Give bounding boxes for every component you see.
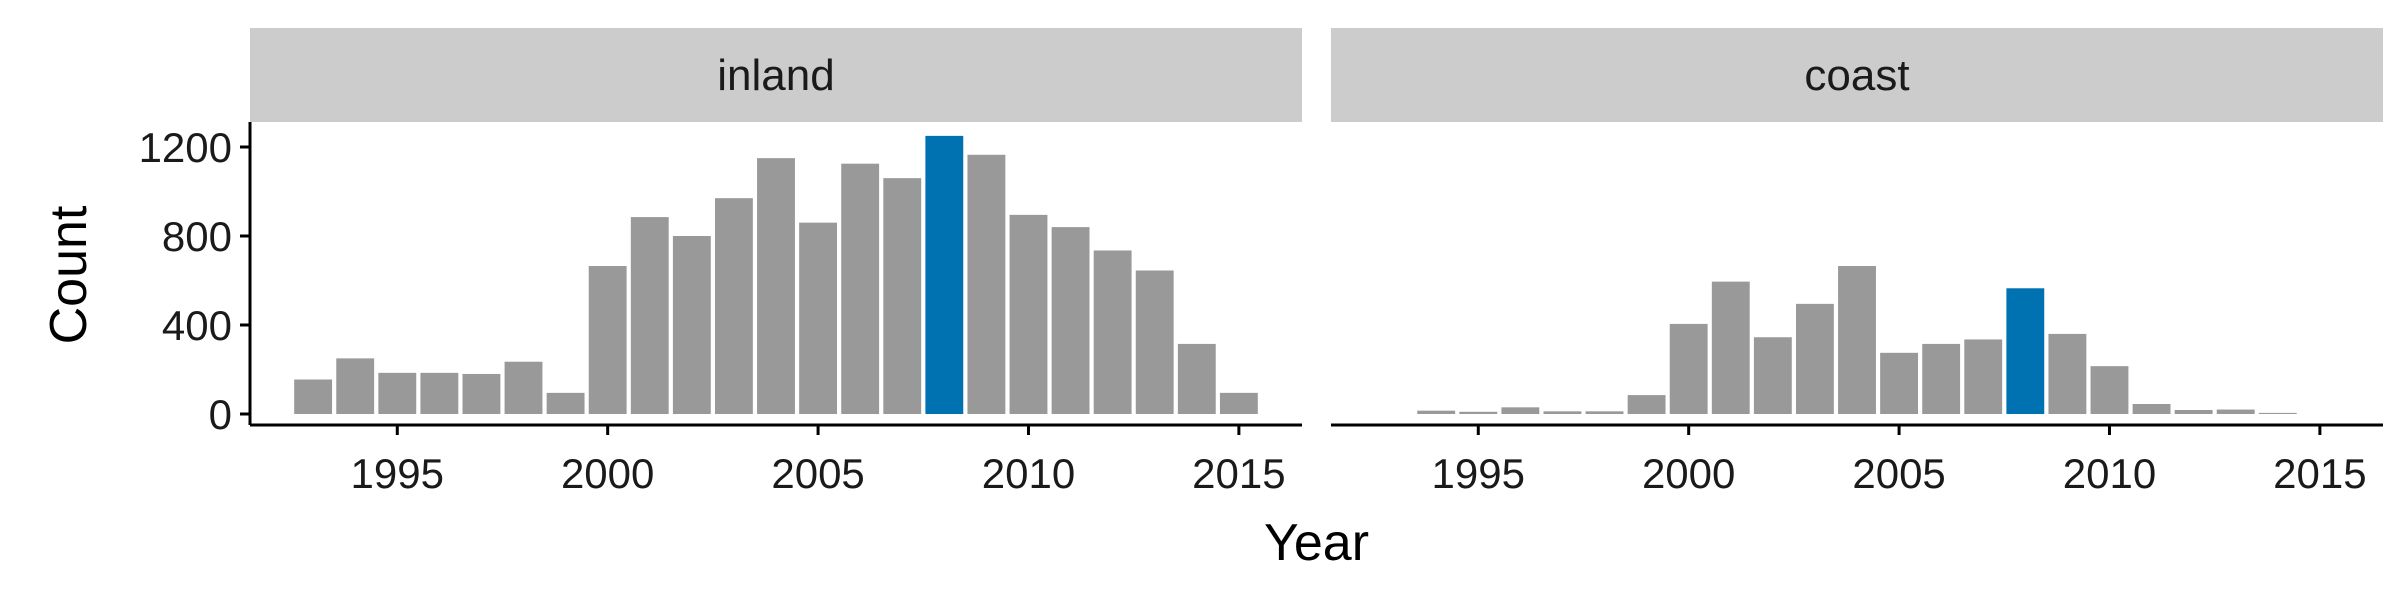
bar-inland-2008: [925, 135, 964, 414]
bar-inland-2006: [841, 163, 880, 414]
bar-coast-2005: [1880, 352, 1919, 414]
bar-inland-2015: [1219, 392, 1258, 414]
bar-coast-2009: [2048, 333, 2087, 414]
bar-coast-2003: [1795, 303, 1834, 414]
bar-inland-2013: [1135, 270, 1174, 414]
bar-coast-1997: [1543, 411, 1582, 414]
bar-inland-2003: [714, 198, 753, 414]
x-tick-label-inland-2010: 2010: [982, 450, 1075, 497]
bar-coast-1998: [1585, 411, 1624, 414]
bar-inland-1994: [336, 358, 375, 414]
bar-coast-1996: [1501, 407, 1540, 414]
bar-coast-2000: [1669, 323, 1708, 414]
bar-coast-1994: [1417, 410, 1456, 414]
x-tick-label-coast-2005: 2005: [1852, 450, 1945, 497]
bar-inland-1993: [294, 379, 333, 414]
bar-inland-1995: [378, 372, 417, 414]
bar-coast-2012: [2174, 409, 2213, 414]
facet-label-inland: inland: [717, 51, 834, 100]
bar-inland-2000: [588, 266, 627, 414]
x-tick-label-coast-2000: 2000: [1642, 450, 1735, 497]
y-tick-label-800: 800: [162, 213, 232, 260]
bar-inland-1996: [420, 372, 459, 414]
bar-inland-2011: [1051, 227, 1090, 414]
bar-coast-2004: [1838, 266, 1876, 414]
bar-inland-1997: [462, 373, 501, 414]
facet-strip-inland: [250, 28, 1302, 122]
x-tick-label-inland-2005: 2005: [771, 450, 864, 497]
bar-inland-2010: [1009, 214, 1048, 414]
x-tick-label-coast-2010: 2010: [2063, 450, 2156, 497]
y-tick-label-1200: 1200: [139, 124, 232, 171]
bar-coast-2001: [1711, 281, 1750, 414]
bar-inland-2014: [1177, 343, 1216, 414]
bar-inland-2004: [757, 158, 795, 414]
bar-coast-2010: [2090, 366, 2129, 414]
bar-inland-1999: [546, 392, 585, 414]
facet-strip-coast: [1331, 28, 2383, 122]
y-axis-title: Count: [40, 205, 98, 344]
bar-coast-2014: [2258, 412, 2297, 414]
bar-inland-2001: [630, 217, 669, 414]
y-tick-label-400: 400: [162, 302, 232, 349]
x-axis-title: Year: [1264, 514, 1369, 572]
x-tick-label-coast-1995: 1995: [1432, 450, 1525, 497]
y-tick-label-0: 0: [209, 391, 232, 438]
bar-inland-2007: [883, 178, 922, 414]
bar-coast-2008: [2006, 288, 2045, 414]
x-tick-label-inland-2000: 2000: [561, 450, 654, 497]
bar-inland-2005: [799, 222, 838, 414]
facet-label-coast: coast: [1804, 51, 1909, 100]
x-tick-label-inland-2015: 2015: [1192, 450, 1285, 497]
x-tick-label-inland-1995: 1995: [351, 450, 444, 497]
bar-coast-2006: [1922, 343, 1961, 414]
bar-coast-2013: [2216, 409, 2255, 414]
bar-coast-1995: [1459, 411, 1498, 414]
bar-coast-2002: [1753, 337, 1792, 414]
x-tick-label-coast-2015: 2015: [2273, 450, 2366, 497]
bar-inland-2009: [967, 154, 1006, 414]
bar-coast-2011: [2132, 403, 2171, 414]
bar-coast-1999: [1627, 395, 1666, 414]
bar-inland-2002: [672, 236, 711, 414]
bar-coast-2007: [1964, 339, 2003, 414]
bar-inland-1998: [504, 361, 543, 414]
bar-inland-2012: [1093, 250, 1132, 414]
